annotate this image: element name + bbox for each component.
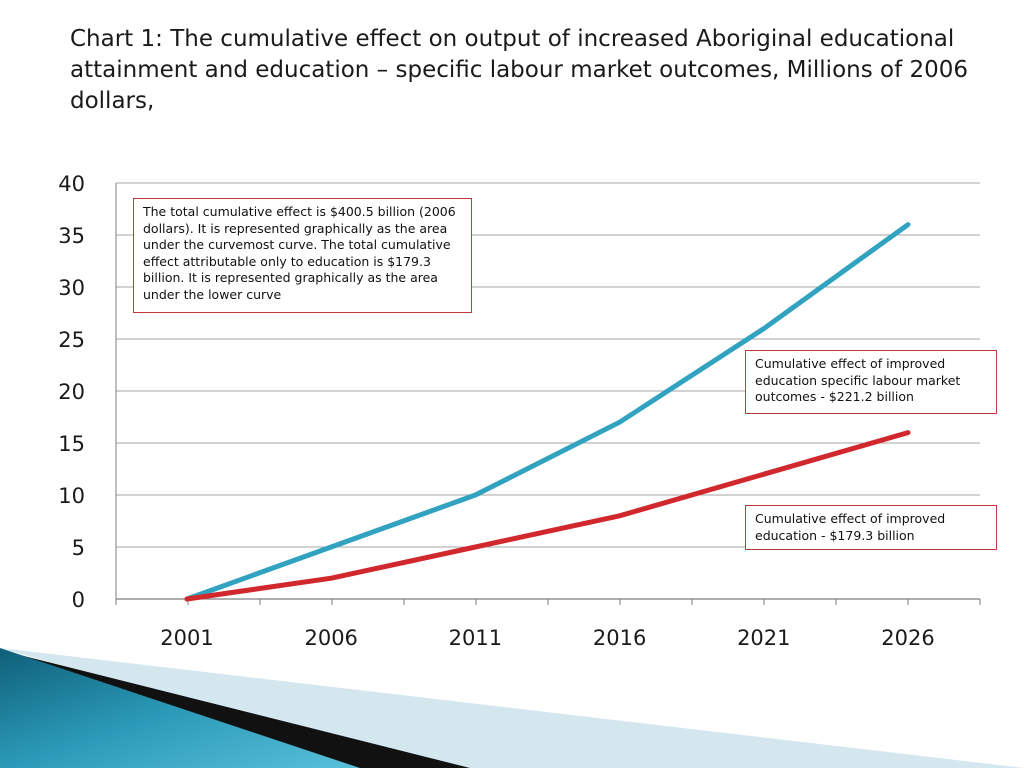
x-tick-label: 2006 [304, 626, 357, 650]
y-tick-label: 25 [58, 328, 85, 352]
annotation-total-effect: The total cumulative effect is $400.5 bi… [133, 198, 472, 313]
y-tick-label: 35 [58, 224, 85, 248]
y-tick-label: 20 [58, 380, 85, 404]
x-tick-label: 2011 [449, 626, 502, 650]
x-tick-label: 2026 [881, 626, 934, 650]
series-lines [184, 222, 911, 602]
annotation-education-effect: Cumulative effect of improved education … [745, 505, 997, 550]
decor-light-stripe [0, 648, 1024, 768]
series-line-2 [184, 430, 911, 602]
decor-teal-wedge [0, 648, 360, 768]
y-tick-label: 40 [58, 172, 85, 196]
annotation-labour-market-outcomes: Cumulative effect of improved education … [745, 350, 997, 414]
x-tick-label: 2001 [160, 626, 213, 650]
y-tick-label: 5 [72, 536, 85, 560]
y-tick-label: 15 [58, 432, 85, 456]
y-tick-labels: 0 5 10 15 20 25 30 35 40 [58, 172, 85, 612]
x-tick-labels: 2001 2006 2011 2016 2021 2026 [160, 626, 934, 650]
series-line-1 [184, 222, 911, 602]
y-tick-label: 30 [58, 276, 85, 300]
decor-black-stripe [0, 650, 470, 768]
x-tick-label: 2021 [737, 626, 790, 650]
axes [115, 183, 981, 605]
chart-title: Chart 1: The cumulative effect on output… [70, 26, 969, 114]
y-tick-label: 0 [72, 588, 85, 612]
x-tick-label: 2016 [593, 626, 646, 650]
y-tick-label: 10 [58, 484, 85, 508]
